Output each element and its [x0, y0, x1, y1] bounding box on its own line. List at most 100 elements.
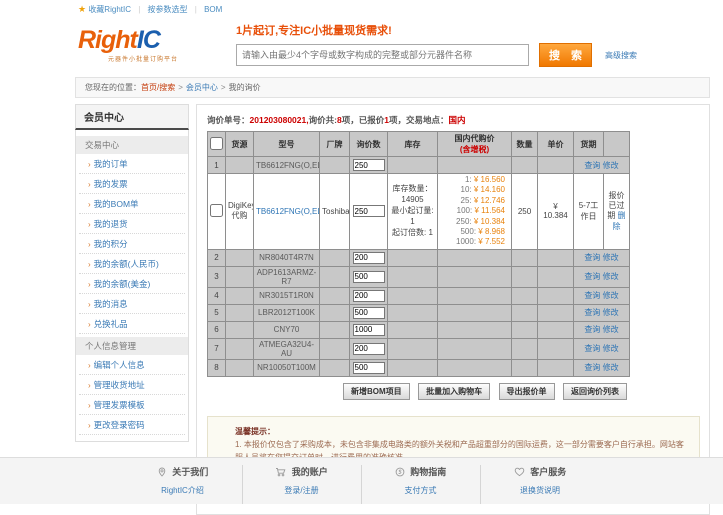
- inquiry-qty-input[interactable]: [352, 251, 385, 264]
- logo-tagline: 元器件小批量订购平台: [108, 57, 179, 63]
- select-all-checkbox[interactable]: [210, 136, 223, 150]
- logo[interactable]: RightIC 元器件小批量订购平台: [78, 20, 236, 67]
- sidebar-section-trade: 交易中心: [76, 136, 188, 154]
- modify-link[interactable]: 修改: [602, 308, 619, 318]
- col-inquiry-qty: 询价数: [349, 131, 388, 157]
- export-quote-button[interactable]: 导出报价单: [498, 382, 555, 400]
- search-input[interactable]: [236, 44, 529, 66]
- inquiry-qty-input[interactable]: [352, 205, 385, 218]
- inquiry-qty-input[interactable]: [352, 270, 385, 283]
- add-bom-button[interactable]: 新增BOM项目: [342, 382, 410, 400]
- logo-right-text: Right: [78, 26, 138, 54]
- query-link[interactable]: 查询: [584, 160, 601, 170]
- footer-link-payment-methods[interactable]: 支付方式: [404, 486, 437, 495]
- sidebar-item-my-points[interactable]: › 我的积分: [79, 234, 185, 254]
- delete-link[interactable]: 删除: [612, 211, 626, 231]
- advanced-search-link[interactable]: 高级搜索: [605, 50, 637, 60]
- batch-add-cart-button[interactable]: 批量加入购物车: [418, 382, 491, 400]
- search-button[interactable]: 搜 索: [539, 43, 592, 67]
- footer-link-rightic-intro[interactable]: RightIC介绍: [161, 486, 204, 495]
- inquiry-table: 货源 型号 厂牌 询价数 库存 国内代购价 (含增税) 数量 单价 货期 1 TB…: [207, 131, 630, 377]
- inquiry-number: 201203080021,: [249, 115, 309, 125]
- inquiry-qty-input[interactable]: [352, 306, 385, 319]
- sidebar-item-manage-address[interactable]: › 管理收货地址: [79, 375, 185, 395]
- query-link[interactable]: 查询: [584, 344, 601, 354]
- col-source: 货源: [225, 131, 254, 157]
- favorite-link[interactable]: 收藏RightIC: [88, 5, 131, 14]
- arrow-icon: ›: [88, 300, 91, 309]
- inquiry-qty-input[interactable]: [352, 289, 385, 302]
- arrow-icon: ›: [88, 240, 91, 249]
- modify-link[interactable]: 修改: [602, 363, 619, 373]
- model-cell: NR10050T100M: [253, 358, 320, 377]
- query-link[interactable]: 查询: [584, 363, 601, 373]
- col-price: 国内代购价 (含增税): [437, 131, 512, 157]
- footer-link-return-policy[interactable]: 退换货说明: [520, 486, 560, 495]
- breadcrumb-member-link[interactable]: 会员中心: [185, 83, 218, 92]
- sidebar-item-redeem-gifts[interactable]: › 兑换礼品: [79, 314, 185, 334]
- query-link[interactable]: 查询: [584, 308, 601, 318]
- bom-link[interactable]: BOM: [204, 5, 223, 14]
- search-area: 1片起订,专注IC小批量现货需求! 搜 索 高级搜索: [236, 20, 637, 67]
- sidebar-item-my-bom[interactable]: › 我的BOM单: [79, 194, 185, 214]
- arrow-icon: ›: [88, 260, 91, 269]
- modify-link[interactable]: 修改: [602, 325, 619, 335]
- lead-time-cell: 5-7工作日: [573, 173, 604, 250]
- row-number: 4: [207, 286, 226, 305]
- modify-link[interactable]: 修改: [602, 160, 619, 170]
- modify-link[interactable]: 修改: [602, 344, 619, 354]
- modify-link[interactable]: 修改: [602, 253, 619, 263]
- status-text: 报价已过期: [607, 190, 625, 221]
- row-checkbox[interactable]: [210, 203, 223, 217]
- query-link[interactable]: 查询: [584, 325, 601, 335]
- model-cell: NR8040T4R7N: [253, 248, 320, 267]
- notice-title: 温馨提示：: [235, 426, 275, 436]
- col-brand: 厂牌: [319, 131, 350, 157]
- row-number: 8: [207, 358, 226, 377]
- inquiry-qty-input[interactable]: [352, 159, 385, 171]
- quote-status-cell: 报价已过期 删除: [603, 173, 630, 250]
- sidebar-item-my-orders[interactable]: › 我的订单: [79, 154, 185, 174]
- param-select-link[interactable]: 按参数选型: [147, 5, 188, 14]
- table-row-4: 4 NR3015T1R0N 查询 修改: [207, 286, 630, 305]
- row-number: 6: [207, 320, 226, 339]
- footer-about: 关于我们 RightIC介绍: [124, 465, 243, 504]
- model-cell: LBR2012T100K: [253, 303, 320, 322]
- model-cell: TB6612FNG(O,EL): [253, 156, 320, 174]
- sidebar-item-invoice-template[interactable]: › 管理发票模板: [79, 395, 185, 415]
- query-link[interactable]: 查询: [584, 291, 601, 301]
- inquiry-qty-input[interactable]: [352, 361, 385, 374]
- modify-link[interactable]: 修改: [602, 272, 619, 282]
- sidebar-item-my-messages[interactable]: › 我的消息: [79, 294, 185, 314]
- sidebar-item-my-returns[interactable]: › 我的退货: [79, 214, 185, 234]
- sidebar-item-balance-usd[interactable]: › 我的余额(美金): [79, 274, 185, 294]
- promo-text: 1片起订,专注IC小批量现货需求!: [236, 25, 392, 37]
- sidebar-item-my-invoices[interactable]: › 我的发票: [79, 174, 185, 194]
- cart-icon: [275, 467, 289, 477]
- query-link[interactable]: 查询: [584, 253, 601, 263]
- footer-link-login-register[interactable]: 登录/注册: [284, 486, 319, 495]
- col-lead-time: 货期: [573, 131, 604, 157]
- model-cell: NR3015T1R0N: [253, 286, 320, 305]
- col-model: 型号: [253, 131, 320, 157]
- back-to-list-button[interactable]: 返回询价列表: [563, 382, 627, 400]
- sidebar-item-edit-profile[interactable]: › 编辑个人信息: [79, 355, 185, 375]
- breadcrumb: 您现在的位置：首页/搜索 > 会员中心 > 我的询价: [75, 77, 710, 98]
- arrow-icon: ›: [88, 160, 91, 169]
- topbar: ★ 收藏RightIC | 按参数选型 | BOM: [78, 4, 223, 14]
- modify-link[interactable]: 修改: [602, 291, 619, 301]
- inquiry-summary: 询价单号：201203080021,询价共:8项，已报价1项，交易地点：国内: [207, 115, 466, 125]
- col-unit-price: 单价: [537, 131, 574, 157]
- inquiry-qty-input[interactable]: [352, 342, 385, 355]
- col-stock: 库存: [387, 131, 438, 157]
- query-link[interactable]: 查询: [584, 272, 601, 282]
- breadcrumb-current: 我的询价: [228, 83, 261, 92]
- inquiry-qty-input[interactable]: [352, 323, 385, 336]
- model-link[interactable]: TB6612FNG(O,EL): [256, 206, 320, 216]
- sidebar-item-change-password[interactable]: › 更改登录密码: [79, 415, 185, 435]
- model-cell: ADP1613ARMZ-R7: [253, 265, 320, 288]
- sidebar-item-balance-rmb[interactable]: › 我的余额(人民币): [79, 254, 185, 274]
- breadcrumb-home-link[interactable]: 首页/搜索: [141, 83, 176, 92]
- footer-account: 我的账户 登录/注册: [243, 465, 362, 504]
- table-row-1: 1 TB6612FNG(O,EL) 查询 修改: [207, 156, 630, 174]
